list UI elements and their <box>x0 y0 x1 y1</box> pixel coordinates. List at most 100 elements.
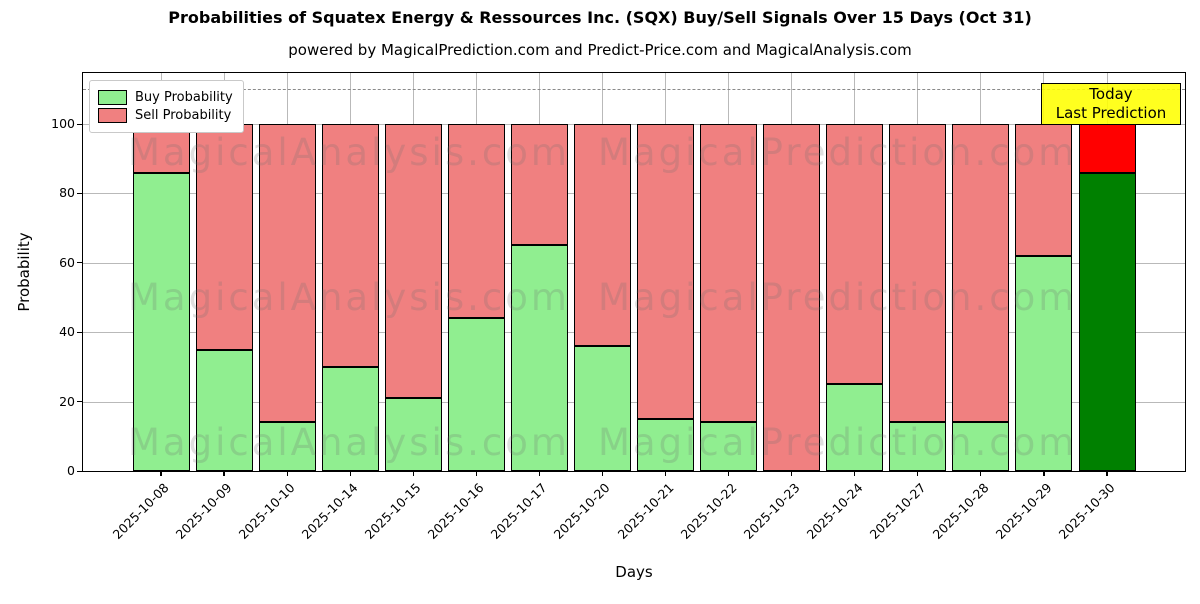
x-tick-mark <box>664 471 667 476</box>
buy-segment <box>510 245 568 471</box>
y-gridline <box>83 401 1185 403</box>
bar <box>1015 124 1073 471</box>
sell-segment <box>952 124 1010 423</box>
buy-segment <box>258 422 316 471</box>
buy-segment <box>952 422 1010 471</box>
x-tick-label: 2025-10-29 <box>992 480 1055 542</box>
y-tick-label: 20 <box>59 393 75 409</box>
sell-segment <box>826 124 884 385</box>
watermark-text: MagicalAnalysis.com <box>128 276 570 319</box>
buy-swatch <box>98 90 127 105</box>
watermark-text: MagicalPrediction.com <box>598 131 1078 174</box>
bar <box>826 124 884 471</box>
watermark-text: MagicalAnalysis.com <box>128 131 570 174</box>
x-tick-mark <box>223 471 225 476</box>
x-tick-label: 2025-10-14 <box>298 480 361 542</box>
x-tick-label: 2025-10-23 <box>740 480 803 542</box>
x-tick-mark <box>980 471 982 476</box>
buy-segment <box>889 422 947 471</box>
buy-segment <box>637 418 695 471</box>
x-tick-label: 2025-10-24 <box>803 480 866 542</box>
x-tick-label: 2025-10-30 <box>1055 480 1118 542</box>
legend-label-buy: Buy Probability <box>135 90 233 105</box>
x-axis-label: Days <box>615 563 653 581</box>
sell-segment <box>889 124 947 423</box>
sell-segment <box>321 124 379 367</box>
x-tick-mark <box>286 471 288 476</box>
x-tick-mark <box>854 471 856 476</box>
buy-segment <box>384 398 442 471</box>
y-tick-mark <box>77 470 82 472</box>
threshold-dashed-line <box>83 89 1185 91</box>
sell-segment <box>510 124 568 246</box>
watermark-text: MagicalPrediction.com <box>598 421 1078 464</box>
legend: Buy Probability Sell Probability <box>89 80 244 133</box>
sell-segment <box>637 124 695 419</box>
buy-segment <box>1015 255 1073 471</box>
y-tick-label: 60 <box>59 254 75 270</box>
chart-title: Probabilities of Squatex Energy & Ressou… <box>168 8 1032 27</box>
sell-segment <box>195 124 253 350</box>
bar <box>889 124 947 471</box>
sell-segment <box>763 124 821 471</box>
y-tick-mark <box>77 123 82 125</box>
buy-segment <box>447 318 505 471</box>
y-tick-mark <box>77 331 82 333</box>
x-tick-label: 2025-10-20 <box>551 480 614 542</box>
buy-segment <box>1078 172 1136 471</box>
bar <box>447 124 505 471</box>
bar <box>637 124 695 471</box>
x-tick-mark <box>1106 471 1108 476</box>
x-tick-label: 2025-10-17 <box>488 480 550 542</box>
x-tick-label: 2025-10-09 <box>172 480 235 542</box>
x-tick-label: 2025-10-10 <box>235 480 298 542</box>
buy-segment <box>321 366 379 471</box>
y-tick-label: 100 <box>51 116 75 131</box>
x-tick-label: 2025-10-15 <box>361 480 424 542</box>
sell-segment <box>258 124 316 423</box>
buy-segment <box>132 172 190 471</box>
y-tick-label: 40 <box>59 324 75 340</box>
x-tick-label: 2025-10-16 <box>424 480 487 542</box>
bar <box>321 124 379 471</box>
x-tick-mark <box>728 471 730 476</box>
sell-segment <box>384 124 442 399</box>
buy-segment <box>195 349 253 471</box>
bar-today <box>1078 124 1136 471</box>
sell-swatch <box>98 108 127 123</box>
x-tick-mark <box>160 471 162 476</box>
x-tick-label: 2025-10-21 <box>614 480 677 542</box>
legend-item-sell: Sell Probability <box>98 108 233 123</box>
x-tick-mark <box>412 471 414 476</box>
y-tick-mark <box>77 401 82 403</box>
sell-segment <box>700 124 758 423</box>
legend-item-buy: Buy Probability <box>98 90 233 105</box>
sell-segment <box>1078 124 1136 173</box>
bar <box>258 124 316 471</box>
x-tick-mark <box>791 471 793 476</box>
x-tick-label: 2025-10-22 <box>677 480 740 542</box>
buy-segment <box>573 346 631 471</box>
bar <box>952 124 1010 471</box>
x-tick-label: 2025-10-27 <box>866 480 929 542</box>
bar <box>510 124 568 471</box>
buy-segment <box>700 422 758 471</box>
x-tick-mark <box>917 471 919 476</box>
x-tick-label: 2025-10-28 <box>929 480 992 542</box>
x-tick-mark <box>349 471 351 476</box>
today-annotation-line1: Today <box>1089 85 1133 103</box>
watermark-text: MagicalPrediction.com <box>598 276 1078 319</box>
y-tick-label: 80 <box>59 185 75 201</box>
x-tick-mark <box>538 471 540 476</box>
bar <box>384 124 442 471</box>
y-tick-mark <box>77 262 82 264</box>
y-gridline <box>83 193 1185 195</box>
x-tick-mark <box>601 471 604 476</box>
sell-segment <box>447 124 505 319</box>
x-tick-mark <box>475 471 477 476</box>
bar <box>195 124 253 471</box>
y-gridline <box>83 332 1185 334</box>
bar <box>573 124 631 471</box>
plot-area: MagicalAnalysis.com MagicalPrediction.com… <box>15 72 1186 581</box>
y-tick-mark <box>77 192 82 195</box>
